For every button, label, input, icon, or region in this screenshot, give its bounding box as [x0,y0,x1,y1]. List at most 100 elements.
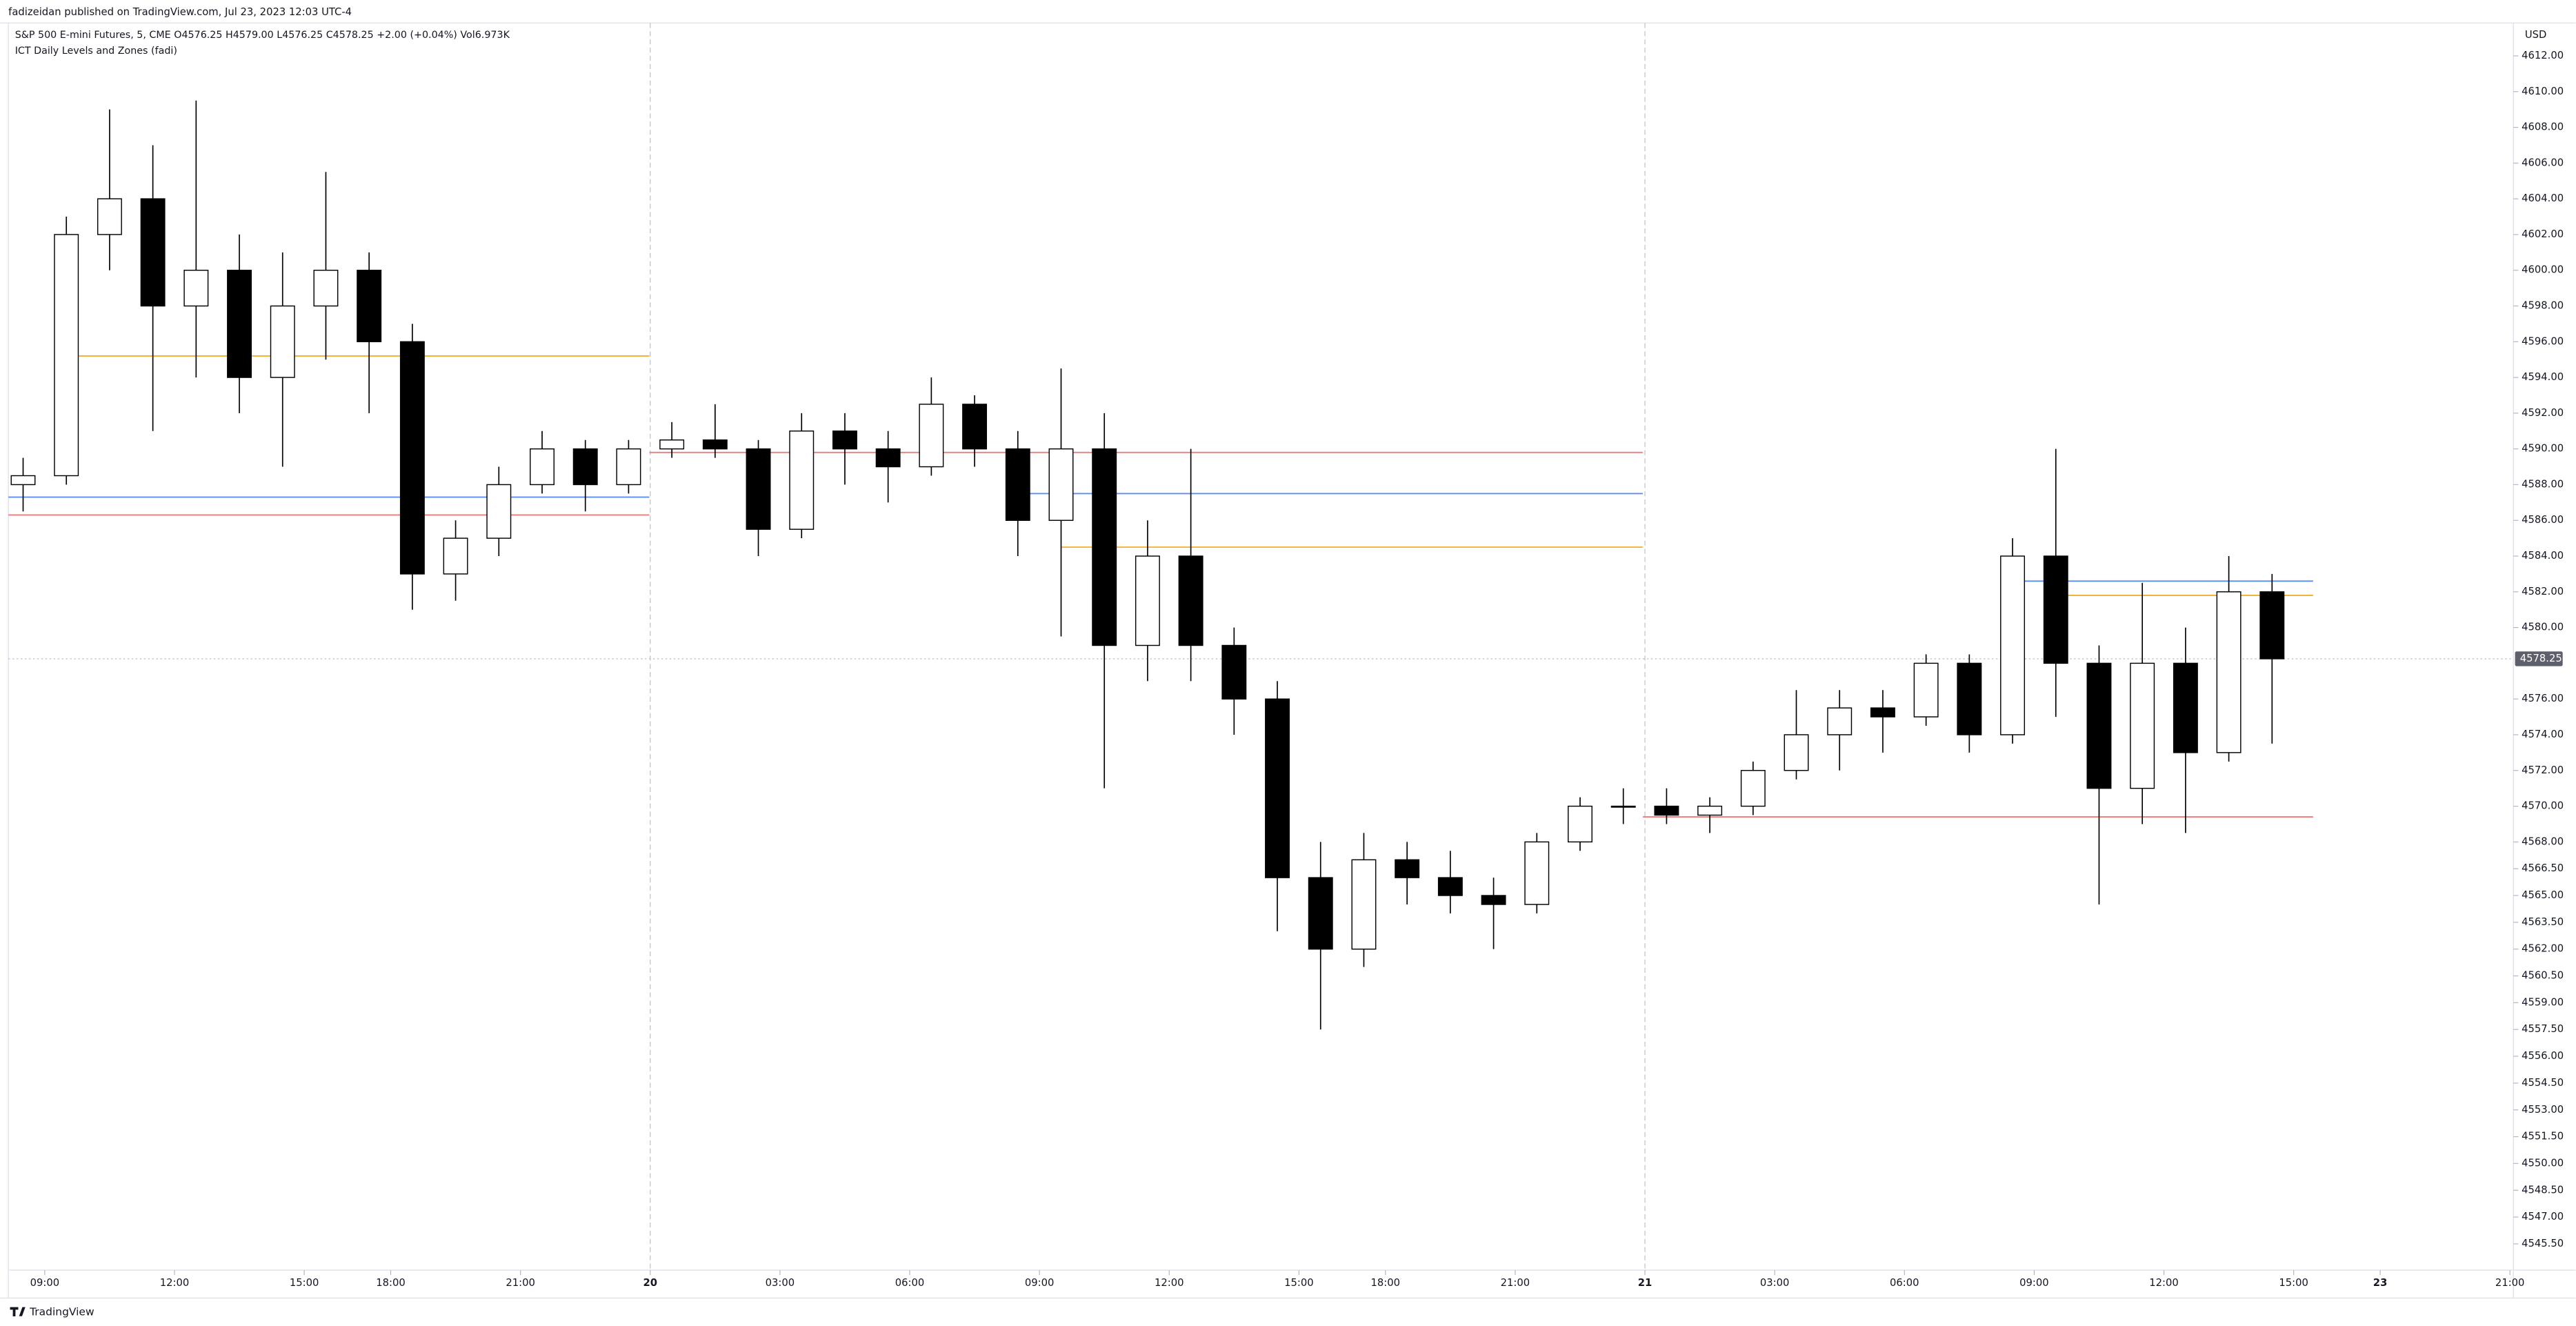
candle-body [1568,805,1592,843]
candle-body [183,270,209,307]
candle-body [313,270,339,307]
y-tick-label: 4550.00 [2522,1157,2564,1169]
x-tick-label: 09:00 [30,1277,60,1289]
x-tick-label: 03:00 [766,1277,795,1289]
x-tick-label: 21:00 [2495,1277,2525,1289]
candle-body [1308,877,1333,950]
candle-body [659,439,685,450]
candle-body [1697,805,1723,816]
y-tick-label: 4606.00 [2522,157,2564,168]
y-tick-label: 4608.00 [2522,121,2564,133]
candle-body [1913,662,1939,718]
candle-body [2130,662,2155,789]
candle-body [746,448,771,530]
y-tick-label: 4554.50 [2522,1077,2564,1089]
candle-body [530,448,555,486]
y-tick-label: 4556.00 [2522,1050,2564,1062]
y-tick-label: 4576.00 [2522,693,2564,704]
x-tick-label: 12:00 [160,1277,190,1289]
y-tick-label: 4584.00 [2522,550,2564,562]
y-tick-label: 4548.50 [2522,1184,2564,1196]
candle-body [1740,770,1766,807]
y-tick-label: 4602.00 [2522,228,2564,240]
candle-body [1870,707,1895,718]
candle-body [270,305,295,378]
candle-body [962,404,988,450]
brand: TradingView [29,1305,94,1318]
y-tick-label: 4604.00 [2522,192,2564,204]
y-tick-label: 4566.50 [2522,862,2564,874]
candle-body [1135,555,1160,646]
candle-body [1784,734,1809,771]
candle-body [789,431,815,530]
y-tick-label: 4572.00 [2522,764,2564,776]
y-tick-label: 4582.00 [2522,586,2564,597]
candle-body [399,341,425,575]
y-tick-label: 4565.00 [2522,889,2564,901]
candle-body [1437,877,1463,896]
candle-body [2173,662,2198,753]
candle-body [1092,448,1117,646]
y-tick-label: 4557.50 [2522,1023,2564,1035]
y-tick-label: 4612.00 [2522,50,2564,61]
candle-body [572,448,598,486]
candle-body [1957,662,1982,735]
x-tick-label: 15:00 [1284,1277,1314,1289]
y-tick-label: 4562.00 [2522,943,2564,955]
x-tick-label: 23 [2373,1277,2388,1289]
y-tick-label: 4598.00 [2522,300,2564,312]
x-tick-label: 21 [1638,1277,1653,1289]
y-tick-label: 4551.50 [2522,1131,2564,1142]
x-tick-label: 15:00 [2279,1277,2308,1289]
candle-body [875,448,901,468]
candle-body [1178,555,1204,646]
candle-body [227,270,252,378]
candle-body [1524,841,1550,905]
last-price-label: 4578.25 [2520,653,2562,664]
x-tick-label: 09:00 [2019,1277,2049,1289]
candle-body [1481,895,1506,905]
candle-body [1351,859,1377,950]
candle-body [1048,448,1074,521]
legend-symbol: S&P 500 E-mini Futures, 5, CME O4576.25 … [15,30,510,41]
candle-body [1221,644,1247,700]
x-tick-label: 03:00 [1760,1277,1790,1289]
x-tick-label: 09:00 [1025,1277,1055,1289]
x-tick-label: 12:00 [2149,1277,2179,1289]
y-tick-label: 4574.00 [2522,729,2564,740]
y-tick-label: 4563.50 [2522,916,2564,928]
indicator-name: ICT Daily Levels and Zones (fadi) [15,46,177,57]
candle-body [2086,662,2112,789]
y-tick-label: 4547.00 [2522,1211,2564,1223]
y-tick-label: 4559.00 [2522,996,2564,1008]
x-tick-label: 18:00 [1371,1277,1401,1289]
y-tick-label: 4560.50 [2522,970,2564,982]
y-tick-label: 4570.00 [2522,800,2564,812]
candle-body [832,431,857,450]
candle-body [486,484,512,539]
y-tick-label: 4594.00 [2522,371,2564,383]
y-tick-label: 4610.00 [2522,86,2564,97]
candle-body [2216,591,2241,753]
y-tick-label: 4596.00 [2522,335,2564,347]
candle-body [54,234,79,477]
candle-body [1827,707,1853,735]
x-tick-label: 15:00 [290,1277,319,1289]
attribution: fadizeidan published on TradingView.com,… [8,6,352,18]
y-tick-label: 4600.00 [2522,264,2564,276]
candle-body [702,439,728,450]
x-tick-label: 21:00 [1501,1277,1530,1289]
currency: USD [2525,29,2547,41]
candle-body [2043,555,2068,664]
y-tick-label: 4553.00 [2522,1104,2564,1116]
candle-body [1265,698,1290,878]
candle-body [10,475,36,486]
last-price-badge [2515,651,2563,666]
y-tick-label: 4580.00 [2522,622,2564,633]
brand-logo: TradingView [10,1305,94,1318]
candle-body [2000,555,2026,735]
candle-body [616,448,641,486]
y-tick-label: 4586.00 [2522,514,2564,526]
